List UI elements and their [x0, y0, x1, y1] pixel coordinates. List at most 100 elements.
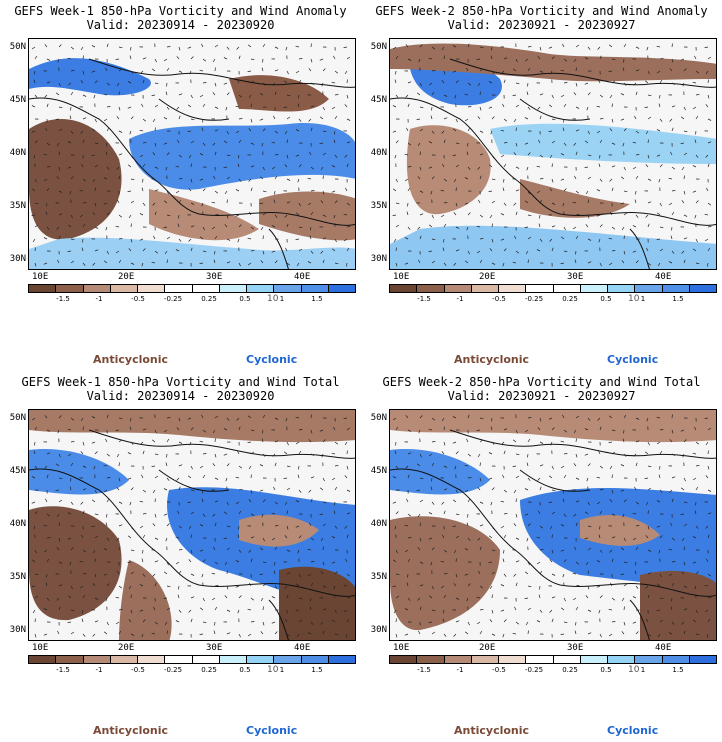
wind-arrow: [346, 465, 349, 470]
wind-arrow: [82, 510, 85, 515]
wind-arrow: [489, 619, 493, 623]
wind-arrow: [286, 510, 288, 515]
wind-arrow: [272, 82, 276, 86]
wind-arrow: [163, 513, 168, 516]
wind-arrow: [489, 248, 493, 252]
wind-arrow: [404, 178, 409, 182]
wind-arrow: [346, 94, 349, 99]
wind-arrow: [178, 549, 183, 551]
wind-arrow: [226, 238, 231, 241]
wind-arrow: [621, 260, 625, 264]
wind-arrow: [670, 235, 673, 240]
wind-arrow: [94, 558, 96, 563]
wind-arrow: [527, 438, 531, 443]
wind-arrow: [286, 201, 291, 204]
wind-arrow: [669, 489, 673, 493]
colorbar-label: -1.5: [56, 295, 70, 303]
wind-arrow: [609, 94, 613, 99]
wind-arrow: [118, 630, 122, 635]
wind-arrow: [139, 525, 144, 529]
wind-arrow: [539, 93, 544, 96]
wind-arrow: [551, 549, 554, 554]
wind-arrow: [298, 94, 300, 99]
wind-arrow: [393, 609, 397, 614]
wind-arrow: [322, 608, 327, 611]
wind-arrow: [202, 453, 207, 455]
wind-arrow: [419, 537, 422, 542]
wind-arrow: [236, 46, 240, 50]
wind-arrow: [298, 118, 302, 122]
wind-arrow: [671, 82, 676, 85]
wind-arrow: [584, 140, 589, 144]
wind-arrow: [283, 106, 288, 108]
wind-arrow: [417, 142, 421, 147]
wind-arrow: [310, 453, 315, 456]
wind-arrow: [224, 561, 228, 566]
wind-arrow: [106, 453, 111, 457]
wind-arrow: [190, 163, 192, 168]
wind-arrow: [130, 46, 132, 51]
wind-arrow: [199, 69, 204, 72]
wind-arrow: [247, 608, 252, 611]
wind-arrow: [539, 417, 542, 422]
wind-arrow: [259, 489, 264, 492]
wind-arrow: [58, 537, 61, 542]
wind-arrow: [418, 630, 421, 635]
colorbar-label: -0.25: [163, 666, 183, 674]
wind-arrow: [274, 190, 276, 195]
wind-arrow: [707, 534, 710, 539]
wind-arrow: [707, 427, 712, 431]
wind-arrow: [395, 224, 400, 228]
wind-arrow: [455, 142, 460, 145]
wind-arrow: [130, 417, 132, 422]
colorbar-label: -1: [456, 666, 464, 674]
wind-arrow: [669, 439, 673, 443]
wind-arrow: [298, 573, 301, 578]
wind-arrow: [175, 620, 180, 623]
wind-arrow: [707, 489, 712, 492]
wind-arrow: [248, 178, 252, 182]
wind-arrow: [500, 213, 505, 216]
wind-arrow: [550, 441, 553, 446]
panel-title: GEFS Week-2 850-hPa Vorticity and Wind A…: [375, 4, 708, 18]
wind-arrow: [490, 426, 493, 431]
wind-arrow: [142, 428, 147, 431]
wind-arrow: [202, 58, 207, 62]
wind-arrow: [178, 93, 183, 96]
wind-arrow: [129, 55, 132, 60]
wind-arrow: [538, 594, 541, 599]
wind-arrow: [646, 46, 649, 51]
lat-label: 35N: [370, 201, 387, 211]
wind-arrow: [295, 70, 300, 74]
wind-arrow: [334, 94, 339, 96]
wind-arrow: [235, 560, 240, 563]
wind-arrow: [404, 633, 409, 636]
wind-arrow: [46, 58, 51, 61]
wind-arrow: [286, 594, 289, 599]
wind-arrow: [431, 441, 436, 443]
wind-arrow: [608, 415, 613, 419]
wind-arrow: [130, 525, 133, 530]
wind-arrow: [199, 524, 204, 527]
colorbar-swatch: [444, 656, 472, 663]
wind-arrow: [623, 250, 626, 255]
wind-arrow: [695, 262, 700, 265]
wind-arrow: [644, 80, 649, 84]
wind-arrow: [334, 200, 338, 204]
wind-arrow: [464, 202, 469, 205]
wind-arrow: [58, 213, 63, 216]
wind-arrow: [647, 633, 652, 637]
wind-arrow: [92, 633, 96, 637]
wind-arrow: [452, 441, 457, 444]
wind-arrow: [58, 151, 60, 156]
wind-arrow: [659, 450, 663, 455]
wind-arrow: [165, 91, 168, 96]
wind-arrow: [549, 559, 553, 563]
wind-arrow: [116, 487, 120, 491]
wind-arrow: [611, 558, 614, 563]
wind-arrow: [455, 597, 460, 600]
wind-arrow: [334, 441, 339, 445]
wind-arrow: [142, 118, 147, 122]
wind-arrow: [551, 118, 556, 121]
wind-arrow: [33, 79, 36, 84]
